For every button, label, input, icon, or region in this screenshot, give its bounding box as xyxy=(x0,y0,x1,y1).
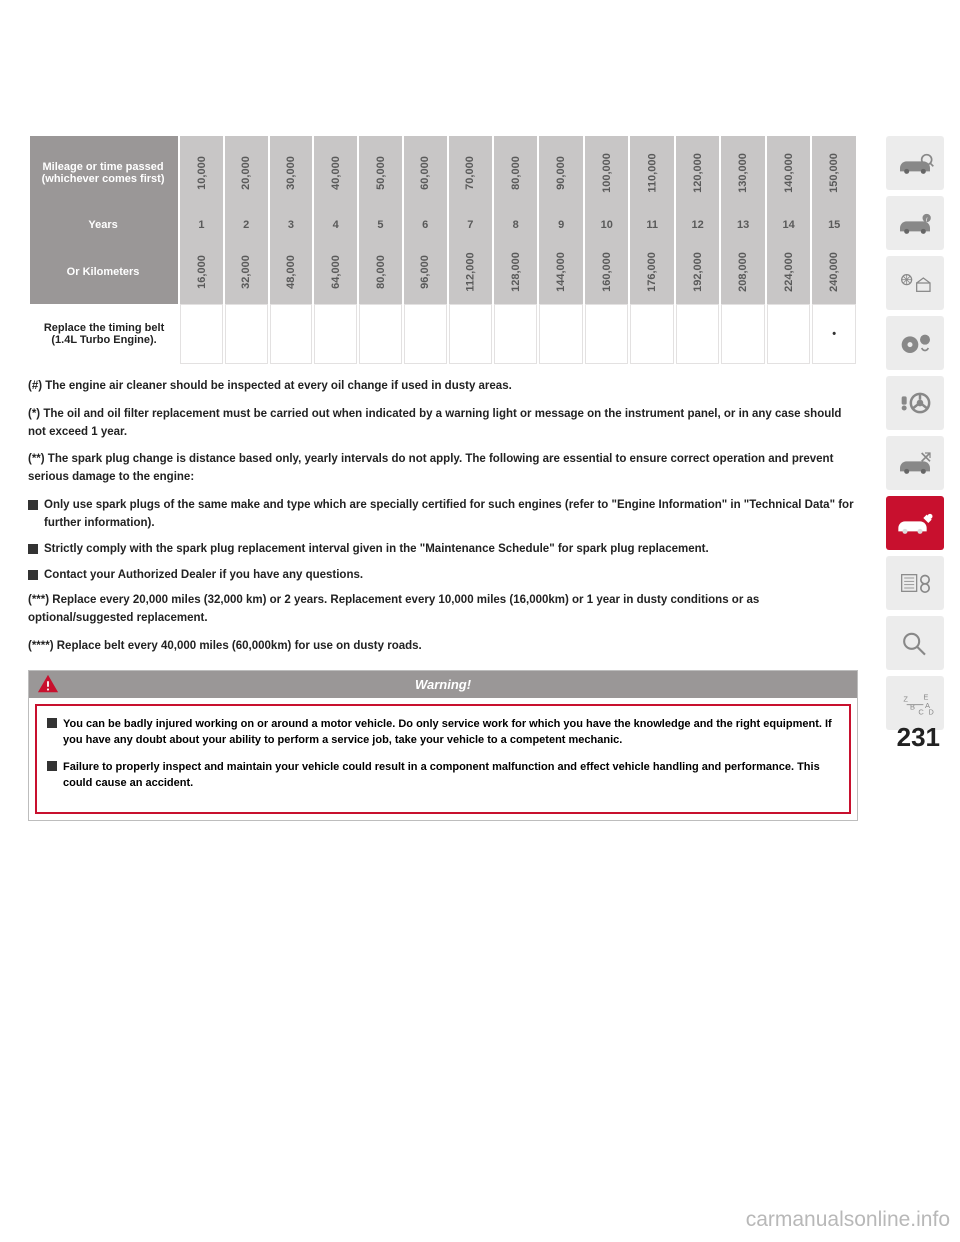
mileage-col: 70,000 xyxy=(449,136,492,210)
km-col: 112,000 xyxy=(449,240,492,304)
mileage-col: 130,000 xyxy=(721,136,764,210)
tab-2[interactable]: i xyxy=(886,196,944,250)
note-li: Contact your Authorized Dealer if you ha… xyxy=(28,567,858,585)
mileage-col: 20,000 xyxy=(225,136,268,210)
km-col: 192,000 xyxy=(676,240,719,304)
year-col: 12 xyxy=(676,210,719,240)
mileage-col: 30,000 xyxy=(270,136,313,210)
maintenance-table: Mileage or time passed (whichever comes … xyxy=(28,136,858,364)
footnotes: (#) The engine air cleaner should be ins… xyxy=(28,378,858,656)
note-4star: (****) Replace belt every 40,000 miles (… xyxy=(28,638,858,656)
warning-icon xyxy=(37,673,59,695)
year-col: 2 xyxy=(225,210,268,240)
data-cell xyxy=(359,304,402,364)
year-col: 11 xyxy=(630,210,673,240)
km-col: 80,000 xyxy=(359,240,402,304)
year-col: 7 xyxy=(449,210,492,240)
km-col: 224,000 xyxy=(767,240,810,304)
mileage-header: Mileage or time passed (whichever comes … xyxy=(30,136,178,210)
data-cell xyxy=(180,304,223,364)
km-col: 144,000 xyxy=(539,240,582,304)
mileage-col: 110,000 xyxy=(630,136,673,210)
data-cell xyxy=(270,304,313,364)
section-tabs: i ZBCEAD xyxy=(886,136,944,736)
km-col: 16,000 xyxy=(180,240,223,304)
year-col: 10 xyxy=(585,210,628,240)
svg-text:C: C xyxy=(918,708,924,717)
year-col: 6 xyxy=(404,210,447,240)
data-cell xyxy=(767,304,810,364)
mileage-col: 60,000 xyxy=(404,136,447,210)
warning-li: You can be badly injured working on or a… xyxy=(47,716,839,749)
data-cell xyxy=(630,304,673,364)
page-number: 231 xyxy=(897,722,940,753)
data-cell xyxy=(585,304,628,364)
note-li: Strictly comply with the spark plug repl… xyxy=(28,541,858,559)
tab-4[interactable] xyxy=(886,316,944,370)
km-col: 48,000 xyxy=(270,240,313,304)
tab-3[interactable] xyxy=(886,256,944,310)
mileage-col: 80,000 xyxy=(494,136,537,210)
km-col: 128,000 xyxy=(494,240,537,304)
note-star: (*) The oil and oil filter replacement m… xyxy=(28,406,858,442)
mileage-col: 90,000 xyxy=(539,136,582,210)
data-cell xyxy=(539,304,582,364)
row-label: Replace the timing belt (1.4L Turbo Engi… xyxy=(30,304,178,364)
note-3star: (***) Replace every 20,000 miles (32,000… xyxy=(28,592,858,628)
km-col: 96,000 xyxy=(404,240,447,304)
data-cell xyxy=(314,304,357,364)
mileage-col: 120,000 xyxy=(676,136,719,210)
mileage-col: 10,000 xyxy=(180,136,223,210)
tab-9[interactable] xyxy=(886,616,944,670)
km-col: 176,000 xyxy=(630,240,673,304)
note-hash: (#) The engine air cleaner should be ins… xyxy=(28,378,858,396)
svg-text:Z: Z xyxy=(903,694,908,703)
mileage-col: 40,000 xyxy=(314,136,357,210)
mileage-col: 140,000 xyxy=(767,136,810,210)
watermark: carmanualsonline.info xyxy=(746,1208,950,1232)
warning-body: You can be badly injured working on or a… xyxy=(35,704,851,814)
mileage-col: 50,000 xyxy=(359,136,402,210)
tab-8[interactable] xyxy=(886,556,944,610)
year-col: 8 xyxy=(494,210,537,240)
km-col: 208,000 xyxy=(721,240,764,304)
warning-title: Warning! xyxy=(415,677,471,692)
warning-header: Warning! xyxy=(29,671,857,698)
note-2star: (**) The spark plug change is distance b… xyxy=(28,451,858,487)
year-col: 5 xyxy=(359,210,402,240)
mileage-col: 150,000 xyxy=(812,136,856,210)
warning-li: Failure to properly inspect and maintain… xyxy=(47,759,839,792)
year-col: 9 xyxy=(539,210,582,240)
year-col: 14 xyxy=(767,210,810,240)
km-col: 160,000 xyxy=(585,240,628,304)
year-col: 3 xyxy=(270,210,313,240)
data-cell: • xyxy=(812,304,856,364)
svg-text:D: D xyxy=(928,708,934,717)
tab-1[interactable] xyxy=(886,136,944,190)
data-cell xyxy=(676,304,719,364)
mileage-col: 100,000 xyxy=(585,136,628,210)
km-col: 240,000 xyxy=(812,240,856,304)
tab-7-service[interactable] xyxy=(886,496,944,550)
tab-5[interactable] xyxy=(886,376,944,430)
year-col: 4 xyxy=(314,210,357,240)
data-cell xyxy=(449,304,492,364)
year-col: 15 xyxy=(812,210,856,240)
data-cell xyxy=(225,304,268,364)
years-header: Years xyxy=(30,210,178,240)
data-cell xyxy=(404,304,447,364)
warning-box: Warning! You can be badly injured workin… xyxy=(28,670,858,821)
tab-6[interactable] xyxy=(886,436,944,490)
year-col: 13 xyxy=(721,210,764,240)
km-col: 32,000 xyxy=(225,240,268,304)
note-li: Only use spark plugs of the same make an… xyxy=(28,497,858,533)
km-header: Or Kilometers xyxy=(30,240,178,304)
year-col: 1 xyxy=(180,210,223,240)
data-cell xyxy=(494,304,537,364)
data-cell xyxy=(721,304,764,364)
svg-text:B: B xyxy=(910,703,915,712)
km-col: 64,000 xyxy=(314,240,357,304)
